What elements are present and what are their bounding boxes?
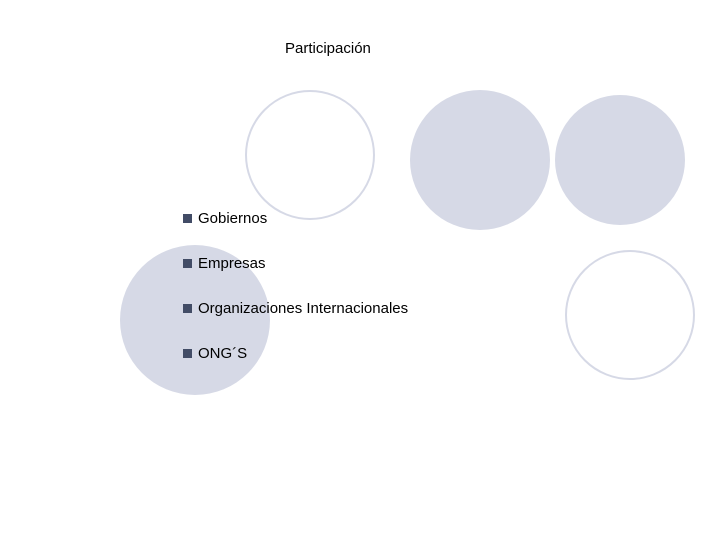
legend-item-1: Empresas (183, 255, 266, 272)
chart-title: Participación (285, 40, 371, 57)
bubble-4 (565, 250, 695, 380)
legend-item-3: ONG´S (183, 345, 247, 362)
legend-marker-icon (183, 304, 192, 313)
legend-item-2: Organizaciones Internacionales (183, 300, 408, 317)
legend-marker-icon (183, 349, 192, 358)
legend-marker-icon (183, 214, 192, 223)
legend-item-0: Gobiernos (183, 210, 267, 227)
bubble-1 (410, 90, 550, 230)
legend-label: ONG´S (198, 345, 247, 362)
legend-marker-icon (183, 259, 192, 268)
bubble-2 (555, 95, 685, 225)
bubble-0 (245, 90, 375, 220)
legend-label: Gobiernos (198, 210, 267, 227)
legend-label: Organizaciones Internacionales (198, 300, 408, 317)
legend-label: Empresas (198, 255, 266, 272)
